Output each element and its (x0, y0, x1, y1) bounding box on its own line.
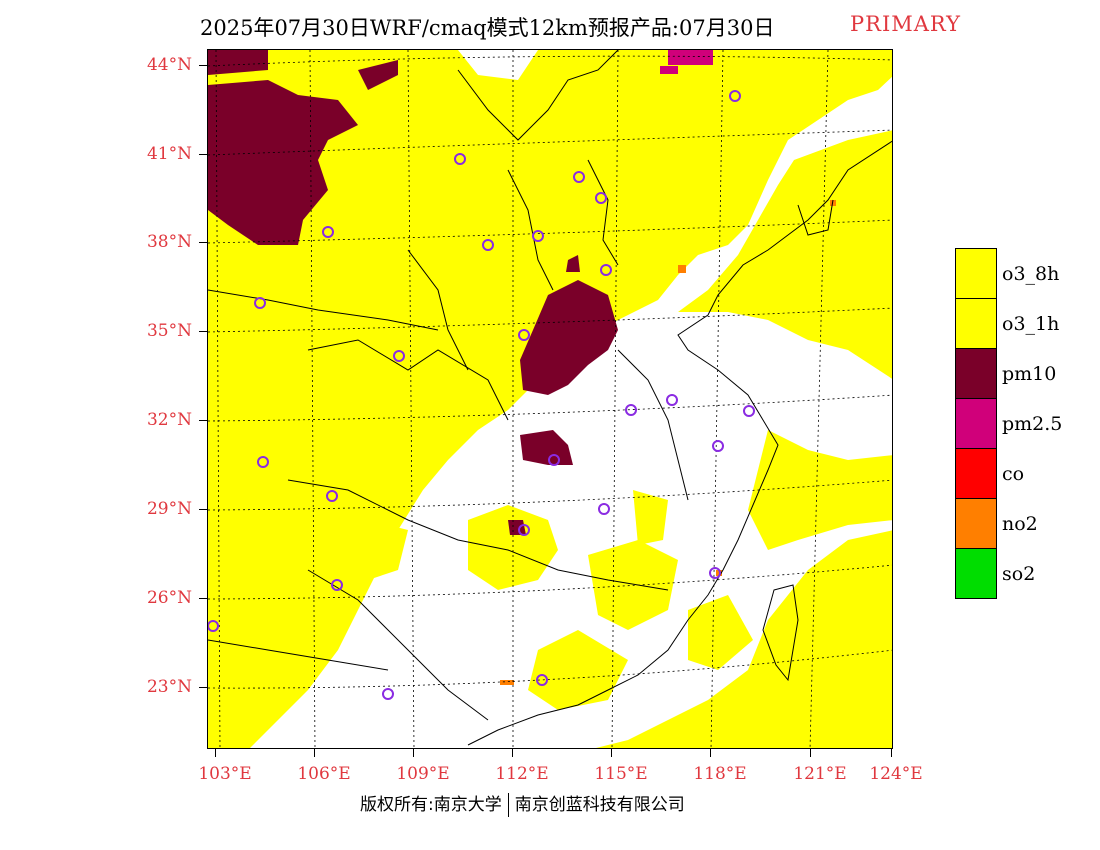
lon-tick (512, 749, 513, 757)
copyright-company: 南京创蓝科技有限公司 (514, 795, 685, 815)
lon-label-103e: 103°E (198, 764, 252, 784)
pollutant-map-svg (208, 50, 892, 748)
lon-label-124e: 124°E (869, 764, 923, 784)
lat-label-38n: 38°N (146, 232, 192, 252)
legend-swatch-o3-1h (955, 298, 997, 349)
legend-label-o3-8h: o3_8h (1002, 263, 1060, 285)
lat-tick (199, 65, 207, 66)
lat-label-29n: 29°N (146, 499, 192, 519)
lon-label-115e: 115°E (594, 764, 648, 784)
map-title: 2025年07月30日WRF/cmaq模式12km预报产品:07月30日 (200, 16, 775, 40)
lon-tick (314, 749, 315, 757)
lat-label-32n: 32°N (146, 410, 192, 430)
boundary-lines (208, 50, 892, 746)
lat-label-23n: 23°N (146, 677, 192, 697)
o3-area-layer (208, 50, 892, 748)
station-markers (208, 90, 755, 700)
lat-tick (199, 242, 207, 243)
lat-tick (199, 420, 207, 421)
legend-swatch-no2 (955, 498, 997, 549)
lat-label-41n: 41°N (146, 144, 192, 164)
lon-tick (891, 749, 892, 757)
lon-label-118e: 118°E (693, 764, 747, 784)
lat-label-26n: 26°N (146, 588, 192, 608)
lon-label-106e: 106°E (297, 764, 351, 784)
lon-tick (810, 749, 811, 757)
legend-label-no2: no2 (1002, 513, 1038, 535)
pm10-area-layer (208, 50, 618, 535)
primary-badge: PRIMARY (850, 12, 961, 36)
lat-label-44n: 44°N (146, 55, 192, 75)
lon-label-121e: 121°E (793, 764, 847, 784)
pm25-area-layer (660, 50, 713, 74)
lon-tick (611, 749, 612, 757)
copyright-owner: 版权所有:南京大学 (360, 795, 502, 815)
graticule (208, 50, 892, 748)
lat-tick (199, 598, 207, 599)
legend-swatch-pm25 (955, 398, 997, 449)
pollutant-legend (955, 248, 997, 599)
legend-swatch-pm10 (955, 348, 997, 399)
lon-label-109e: 109°E (396, 764, 450, 784)
footer-divider (507, 793, 509, 817)
lat-label-35n: 35°N (146, 321, 192, 341)
legend-label-co: co (1002, 463, 1025, 485)
lat-tick (199, 509, 207, 510)
lon-tick (710, 749, 711, 757)
legend-label-o3-1h: o3_1h (1002, 313, 1060, 335)
lon-tick (215, 749, 216, 757)
lon-tick (413, 749, 414, 757)
lat-tick (199, 154, 207, 155)
legend-label-pm25: pm2.5 (1002, 413, 1063, 435)
forecast-map (207, 49, 893, 749)
legend-swatch-co (955, 448, 997, 499)
lat-tick (199, 331, 207, 332)
lat-tick (199, 687, 207, 688)
lon-label-112e: 112°E (495, 764, 549, 784)
copyright-footer: 版权所有:南京大学 南京创蓝科技有限公司 (360, 790, 685, 817)
legend-swatch-o3-8h (955, 248, 997, 299)
legend-label-so2: so2 (1002, 563, 1036, 585)
legend-swatch-so2 (955, 548, 997, 599)
legend-label-pm10: pm10 (1002, 363, 1057, 385)
